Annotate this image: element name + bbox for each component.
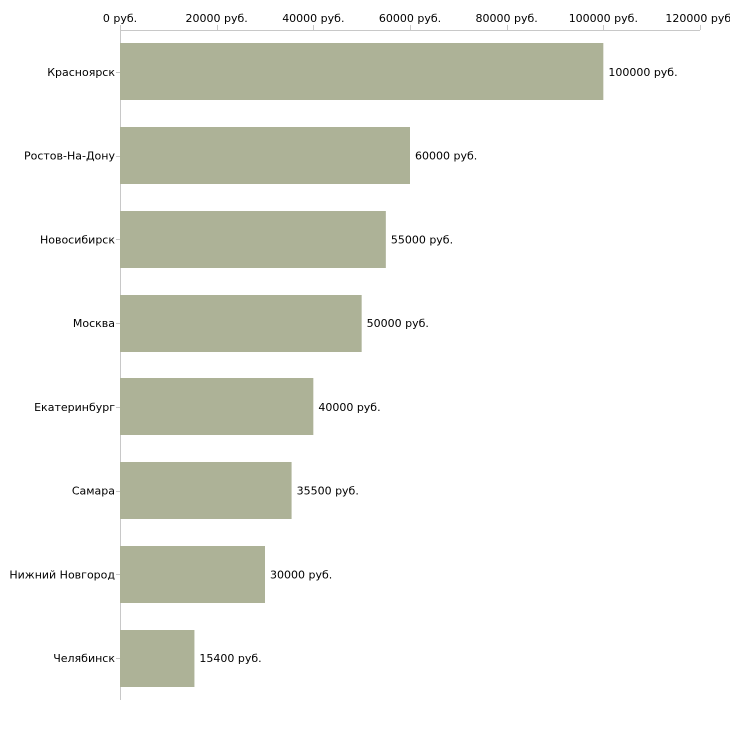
bar[interactable] (120, 295, 362, 352)
category-label: Челябинск (53, 652, 115, 665)
x-tick-label: 0 руб. (103, 12, 137, 25)
category-label: Красноярск (47, 66, 115, 79)
value-label: 40000 руб. (318, 401, 380, 414)
bars (120, 43, 604, 687)
bar[interactable] (120, 378, 314, 435)
x-tick-label: 100000 руб. (569, 12, 638, 25)
value-label: 60000 руб. (415, 150, 477, 163)
category-label: Самара (72, 485, 115, 498)
x-tick-label: 20000 руб. (186, 12, 248, 25)
value-label: 50000 руб. (367, 317, 429, 330)
category-label: Ростов-На-Дону (24, 150, 115, 163)
value-label: 15400 руб. (199, 652, 261, 665)
value-label: 35500 руб. (297, 485, 359, 498)
bar[interactable] (120, 211, 386, 268)
x-tick-label: 120000 руб. (665, 12, 730, 25)
x-tick-label: 60000 руб. (379, 12, 441, 25)
value-labels: 100000 руб. 60000 руб. 55000 руб. 50000 руб… (199, 66, 677, 665)
bar[interactable] (120, 462, 292, 519)
category-label: Екатеринбург (34, 401, 115, 414)
bar[interactable] (120, 546, 265, 603)
category-label: Нижний Новгород (9, 568, 115, 581)
category-label: Новосибирск (40, 233, 115, 246)
category-label: Москва (73, 317, 115, 330)
x-tick-label: 80000 руб. (476, 12, 538, 25)
x-tick-label: 40000 руб. (282, 12, 344, 25)
bar[interactable] (120, 630, 195, 687)
bar[interactable] (120, 43, 604, 100)
value-label: 100000 руб. (608, 66, 677, 79)
value-label: 30000 руб. (270, 568, 332, 581)
x-axis: 0 руб. 20000 руб. 40000 руб. 60000 руб. 8000… (103, 12, 730, 31)
value-label: 55000 руб. (391, 233, 453, 246)
bar[interactable] (120, 127, 410, 184)
y-axis: Красноярск Ростов-На-Дону Новосибирск Москв… (9, 30, 121, 700)
